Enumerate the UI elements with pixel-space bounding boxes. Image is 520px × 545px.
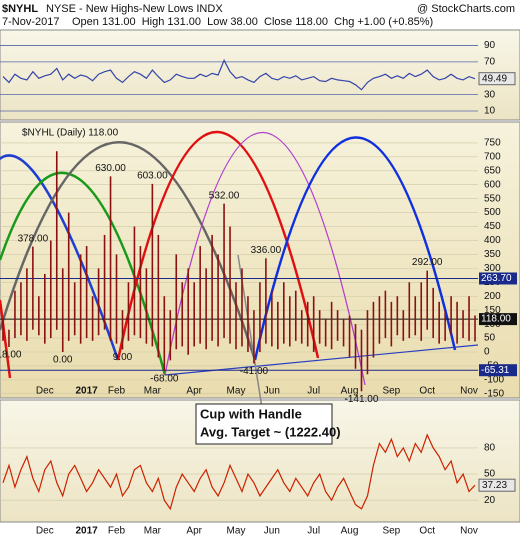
y-tick-label: 150 [484,305,501,316]
price-label-box [479,364,517,377]
price-label-box [479,272,517,285]
annotation: Cup with Handle [200,406,302,421]
line [2,58,476,91]
price-label: -65.31 [481,365,510,376]
y-tick-label: 20 [484,495,496,506]
x-tick-label: Mar [144,526,162,537]
x-tick-label: Nov [460,386,478,397]
y-tick-label: -100 [484,375,504,386]
x-tick-label: Jun [264,386,280,397]
value-label: 18.00 [0,350,22,361]
value-label: -41.00 [240,366,269,377]
x-tick-label: Apr [186,526,202,537]
value-label: -68.00 [150,374,179,385]
value-label: 532.00 [209,190,240,201]
y-tick-label: 0 [484,347,490,358]
x-tick-label: Mar [144,386,162,397]
value-label: 9.00 [113,352,133,363]
legend: $NYHL (Daily) 118.00 [22,128,119,139]
y-tick-label: 300 [484,263,501,274]
value-label: 378.00 [18,233,49,244]
x-tick-label: Feb [108,526,126,537]
quote: Open 131.00 High 131.00 Low 38.00 Close … [72,16,433,28]
cycle-arc [116,131,320,361]
x-tick-label: Oct [419,526,435,537]
x-tick-label: Dec [36,526,54,537]
y-tick-label: 650 [484,165,501,176]
y-tick-label: 50 [484,469,496,480]
cycle-arc [253,136,457,361]
cycle-arc [164,131,366,386]
date: 7-Nov-2017 [2,16,59,28]
cycle-arc [0,154,120,361]
value-label: 603.00 [137,171,168,182]
price-label: 263.70 [481,273,512,284]
value-label: 336.00 [251,245,282,256]
description: NYSE - New Highs-New Lows INDX [46,3,223,15]
y-tick-label: 80 [484,443,496,454]
value-label: 292.00 [412,257,443,268]
y-tick-label: 90 [484,40,496,51]
source: @ StockCharts.com [417,3,515,15]
x-tick-label: Jun [264,526,280,537]
last-value-label: 37.23 [482,480,507,491]
x-tick-label: Jul [307,386,320,397]
y-tick-label: 600 [484,179,501,190]
y-tick-label: 500 [484,207,501,218]
y-tick-label: 450 [484,221,501,232]
x-tick-label: Oct [419,386,435,397]
top-panel [0,29,520,121]
annotation: Avg. Target ~ (1222.40) [200,424,341,439]
y-tick-label: -150 [484,388,504,399]
x-tick-label: Sep [382,526,400,537]
price-label: 118.00 [481,314,511,325]
last-value-label: 49.49 [482,73,507,84]
x-tick-label: Nov [460,526,478,537]
y-tick-label: 700 [484,151,501,162]
x-tick-label: Feb [108,386,126,397]
line [2,433,476,511]
value-label: -141.00 [345,394,379,405]
y-tick-label: 550 [484,193,501,204]
last-value-box [478,72,516,86]
x-tick-label: Jul [307,526,320,537]
y-tick-label: 50 [484,333,496,344]
annotation-box [195,403,333,445]
x-tick-label: May [227,526,246,537]
cycle-arc [0,141,257,361]
x-tick-label: Apr [186,386,202,397]
last-value-box [478,478,516,492]
value-label: 630.00 [95,163,126,174]
y-tick-label: 350 [484,249,501,260]
x-tick-label: Aug [341,386,359,397]
x-tick-label: Aug [341,526,359,537]
value-label: 0.00 [53,355,73,366]
y-tick-label: 200 [484,291,501,302]
x-tick-label: Sep [382,386,400,397]
y-tick-label: 400 [484,235,501,246]
x-tick-label: May [227,386,246,397]
y-tick-label: 10 [484,106,496,117]
price-label-box [479,313,517,326]
x-tick-label: Dec [36,386,54,397]
y-tick-label: 70 [484,57,496,68]
y-tick-label: 30 [484,89,496,100]
y-tick-label: 750 [484,138,501,149]
x-tick-label: 2017 [76,386,99,397]
x-tick-label: 2017 [76,526,99,537]
symbol: $NYHL [2,3,38,15]
